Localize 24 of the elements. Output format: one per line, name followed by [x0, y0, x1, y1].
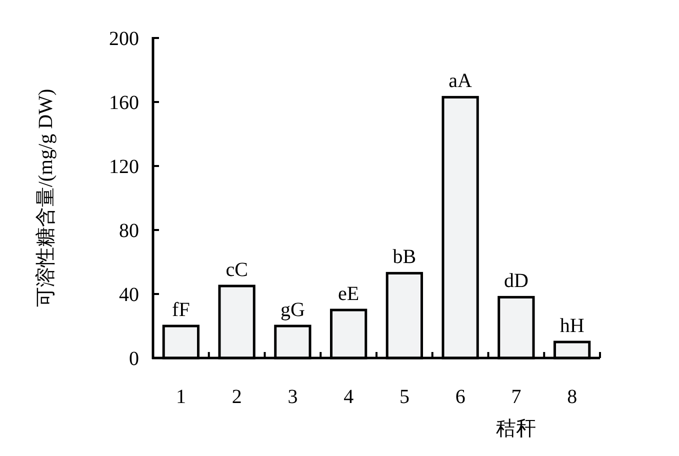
data-label: dD: [504, 270, 528, 292]
x-axis-title: 秸秆: [496, 418, 536, 440]
data-label: bB: [392, 246, 416, 268]
data-label: cC: [226, 259, 248, 281]
x-tick-label: 4: [344, 386, 354, 408]
y-axis-title: 可溶性糖含量/(mg/g DW): [35, 88, 57, 308]
x-tick-label: 1: [176, 386, 186, 408]
y-tick-label: 200: [109, 28, 139, 50]
data-label: hH: [560, 315, 584, 337]
x-tick-label: 2: [232, 386, 242, 408]
x-tick-label: 6: [455, 386, 466, 408]
y-tick-label: 160: [109, 92, 139, 114]
y-tick-label: 40: [119, 284, 139, 306]
y-tick-label: 120: [109, 156, 139, 178]
x-tick-label: 8: [567, 386, 578, 408]
x-tick-label: 5: [399, 386, 410, 408]
data-label: fF: [172, 299, 190, 321]
data-label: aA: [448, 70, 473, 92]
data-label: eE: [338, 283, 360, 305]
data-label: gG: [280, 299, 305, 321]
x-tick-label: 3: [288, 386, 298, 408]
y-tick-label: 0: [129, 348, 139, 370]
x-tick-label: 7: [511, 386, 522, 408]
y-tick-label: 80: [119, 220, 139, 242]
